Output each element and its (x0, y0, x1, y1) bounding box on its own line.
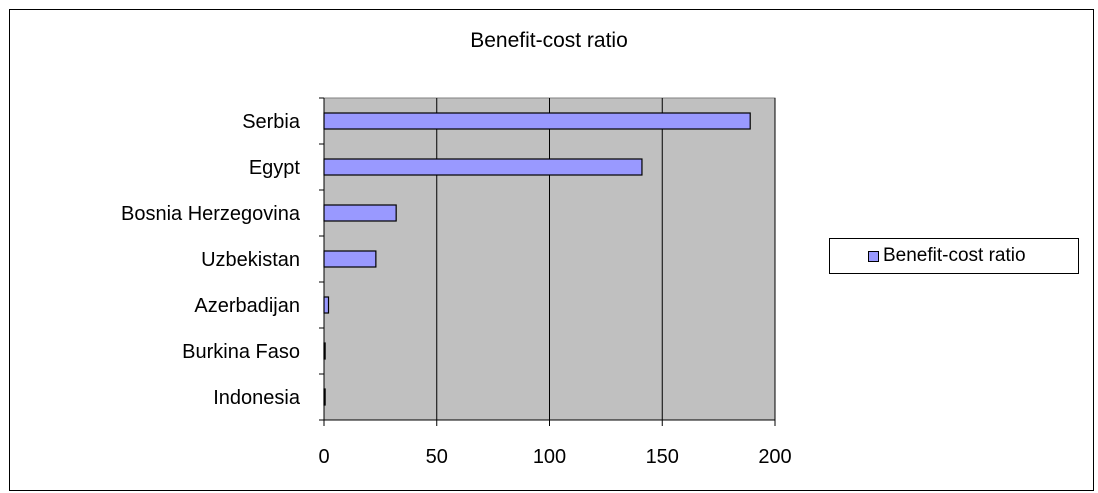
bar (323, 204, 397, 222)
category-label: Serbia (242, 111, 301, 133)
x-tick-label: 50 (426, 446, 448, 468)
legend-swatch (868, 250, 879, 262)
x-tick-label: 100 (533, 446, 566, 468)
category-label: Egypt (249, 157, 301, 179)
category-label: Indonesia (213, 387, 301, 409)
chart-title: Benefit-cost ratio (470, 29, 628, 52)
bar (323, 250, 377, 268)
x-tick-label: 200 (758, 446, 791, 468)
legend: Benefit-cost ratio (829, 238, 1079, 274)
category-label: Bosnia Herzegovina (121, 203, 301, 225)
x-tick-label: 0 (318, 446, 329, 468)
legend-label: Benefit-cost ratio (883, 245, 1026, 266)
category-label: Burkina Faso (182, 341, 300, 363)
bar (323, 112, 751, 130)
category-label: Azerbadijan (194, 295, 300, 317)
bar (323, 296, 330, 314)
bar (323, 158, 643, 176)
category-label: Uzbekistan (201, 249, 300, 271)
x-tick-label: 150 (646, 446, 679, 468)
